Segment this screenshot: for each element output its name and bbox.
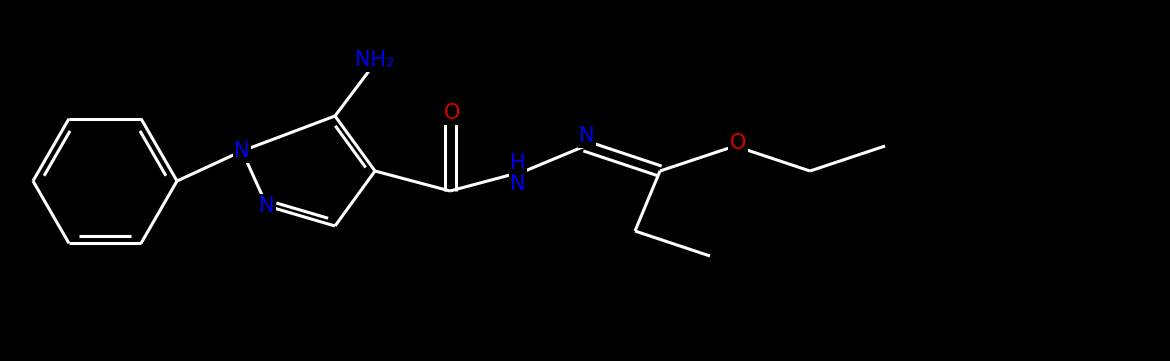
Text: O: O: [730, 133, 746, 153]
Text: N: N: [234, 141, 249, 161]
Text: H: H: [510, 153, 525, 173]
Text: O: O: [443, 103, 460, 123]
Text: NH₂: NH₂: [356, 50, 394, 70]
Text: N: N: [510, 174, 525, 194]
Text: N: N: [260, 196, 275, 216]
Text: N: N: [579, 126, 594, 146]
